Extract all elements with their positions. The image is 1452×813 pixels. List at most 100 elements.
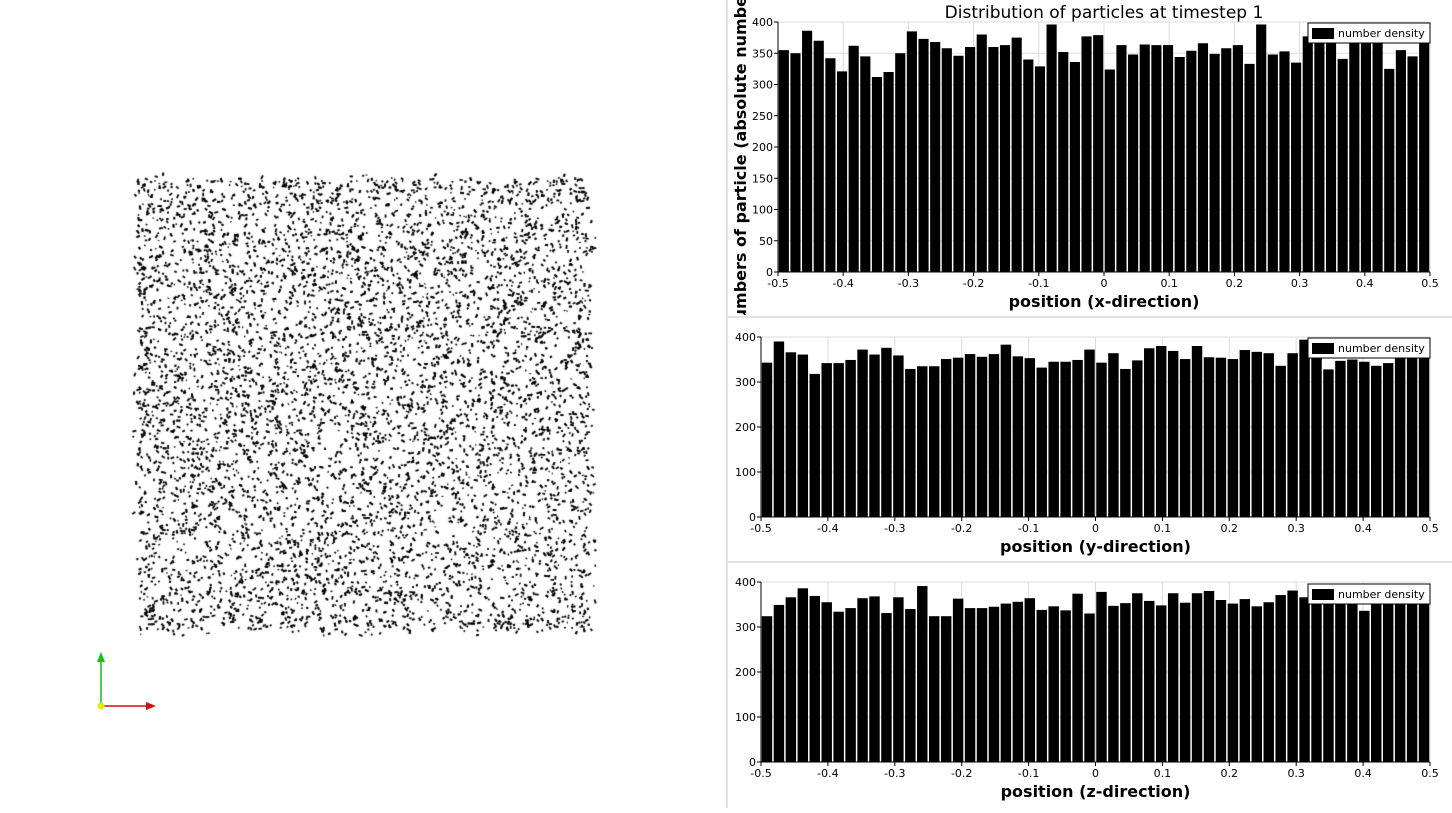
histogram-bar bbox=[869, 596, 880, 762]
histogram-bar bbox=[1084, 349, 1095, 517]
histogram-bar bbox=[1267, 54, 1278, 272]
histogram-bar bbox=[1263, 602, 1274, 762]
histogram-bar bbox=[1186, 50, 1197, 272]
histogram-bar bbox=[1239, 599, 1251, 762]
histogram-bar bbox=[790, 53, 801, 272]
histogram-bar bbox=[802, 30, 813, 272]
histogram-bar bbox=[833, 363, 844, 517]
histogram-bar bbox=[1096, 591, 1107, 762]
histogram-bar bbox=[1263, 353, 1274, 517]
y-tick-label: 200 bbox=[752, 141, 773, 154]
histogram-bar bbox=[1384, 68, 1395, 273]
y-tick-label: 0 bbox=[749, 511, 756, 524]
histogram-bar bbox=[1104, 69, 1115, 272]
x-tick-label: 0.5 bbox=[1421, 277, 1439, 290]
histogram-bar bbox=[1197, 43, 1209, 272]
legend-box bbox=[1307, 337, 1431, 359]
histogram-bar bbox=[1287, 353, 1298, 517]
histogram-bar bbox=[1191, 593, 1203, 762]
x-tick-label: 0.4 bbox=[1356, 277, 1374, 290]
x-tick-label: -0.4 bbox=[832, 277, 853, 290]
y-tick-label: 350 bbox=[752, 47, 773, 60]
histogram-bar bbox=[1418, 347, 1430, 517]
histogram-bar bbox=[1060, 361, 1071, 517]
x-tick-label: -0.2 bbox=[951, 767, 972, 780]
x-tick-label: -0.5 bbox=[767, 277, 788, 290]
histogram-bar bbox=[1096, 362, 1107, 517]
histogram-bar bbox=[1359, 361, 1370, 517]
histogram-bar bbox=[785, 352, 797, 517]
histogram-bar bbox=[881, 347, 892, 517]
histogram-bar bbox=[1024, 598, 1036, 762]
histogram-bar bbox=[1407, 56, 1418, 273]
histogram-bar bbox=[1120, 603, 1131, 762]
x-tick-label: 0 bbox=[1092, 767, 1099, 780]
histogram-bar bbox=[797, 588, 809, 762]
histogram-bar bbox=[929, 366, 940, 517]
histogram-bar bbox=[1371, 365, 1382, 517]
histogram-bar bbox=[1024, 358, 1036, 517]
y-axis-title: numbers of particle (absolute numbe bbox=[731, 0, 750, 315]
legend-label: number density bbox=[1338, 588, 1425, 601]
histogram-z: 0 100 200 300 400 -0.5 -0.4 -0.3 -0.2 -0.1 0 0.1 0.2… bbox=[735, 576, 1439, 801]
histogram-bar bbox=[1203, 357, 1215, 517]
histogram-bar bbox=[988, 354, 1000, 517]
x-tick-label: 0.5 bbox=[1421, 522, 1439, 535]
histogram-bar bbox=[809, 373, 820, 517]
y-tick-label: 300 bbox=[752, 79, 773, 92]
legend-swatch bbox=[1312, 28, 1334, 39]
histogram-bar bbox=[1382, 599, 1394, 762]
x-tick-label: -0.1 bbox=[1018, 767, 1039, 780]
x-tick-label: 0.2 bbox=[1221, 522, 1239, 535]
histogram-bar bbox=[797, 354, 809, 517]
panel-separator[interactable] bbox=[726, 0, 728, 808]
histogram-bar bbox=[1323, 599, 1334, 762]
xyz-orientation-axes-icon bbox=[97, 652, 156, 710]
histogram-bar bbox=[1227, 603, 1239, 762]
histogram-bar bbox=[1239, 350, 1251, 517]
chart-divider[interactable] bbox=[728, 316, 1452, 318]
x-tick-label: -0.2 bbox=[951, 522, 972, 535]
x-axis-arrowhead bbox=[146, 702, 156, 710]
x-tick-label: -0.5 bbox=[750, 522, 771, 535]
histogram-bar bbox=[1069, 62, 1080, 272]
histogram-bar bbox=[825, 58, 836, 272]
legend-swatch bbox=[1312, 343, 1334, 354]
histogram-bar bbox=[857, 598, 868, 762]
histogram-bar bbox=[773, 341, 785, 517]
histogram-bar bbox=[1335, 360, 1346, 517]
histogram-bar bbox=[1275, 595, 1286, 762]
histogram-bar bbox=[1382, 363, 1394, 517]
histogram-bar bbox=[1048, 361, 1059, 517]
histogram-bar bbox=[1347, 604, 1358, 762]
histogram-bar bbox=[1335, 599, 1346, 762]
histogram-bar bbox=[1093, 35, 1104, 273]
histogram-bar bbox=[952, 598, 964, 762]
histogram-bar bbox=[1227, 359, 1239, 517]
x-tick-label: 0.1 bbox=[1154, 767, 1172, 780]
legend-box bbox=[1307, 22, 1431, 44]
chart-divider[interactable] bbox=[728, 561, 1452, 563]
histogram-bar bbox=[1162, 45, 1174, 273]
histogram-bar bbox=[833, 611, 844, 762]
histogram-bar bbox=[940, 359, 952, 517]
y-tick-label: 400 bbox=[735, 331, 756, 344]
histogram-bar bbox=[1108, 353, 1119, 517]
histogram-bar bbox=[1179, 359, 1191, 517]
x-tick-label: -0.3 bbox=[884, 522, 905, 535]
histogram-bar bbox=[1406, 355, 1418, 517]
legend-swatch bbox=[1312, 589, 1334, 600]
legend-label: number density bbox=[1338, 342, 1425, 355]
histogram-bar bbox=[906, 31, 917, 273]
histogram-bar bbox=[1209, 53, 1220, 273]
x-axis-title: position (z-direction) bbox=[1001, 782, 1191, 801]
render-viewport[interactable] bbox=[0, 0, 726, 808]
histogram-bar bbox=[1174, 57, 1185, 272]
histogram-bar bbox=[1167, 350, 1179, 517]
histogram-bar bbox=[809, 595, 820, 762]
histogram-bar bbox=[918, 38, 929, 273]
histogram-bar bbox=[1012, 356, 1024, 517]
histogram-bar bbox=[964, 354, 976, 517]
histogram-bar bbox=[1034, 66, 1046, 273]
histogram-bar bbox=[881, 613, 892, 762]
